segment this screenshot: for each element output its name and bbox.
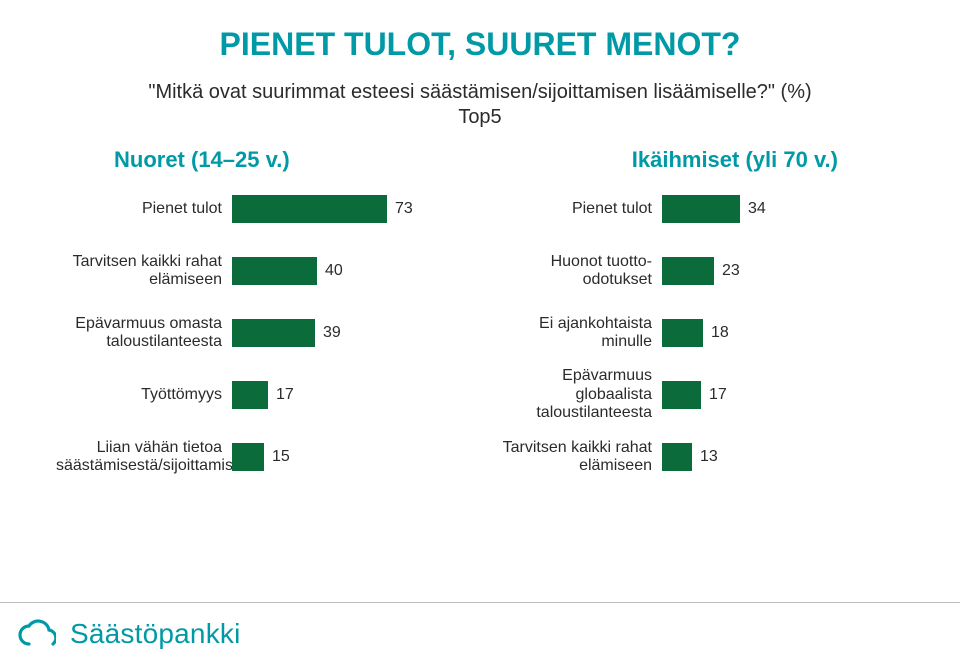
bar-track: 40 (232, 257, 468, 285)
bar-label: Pienet tulot (56, 200, 232, 218)
bar (662, 195, 740, 223)
top5-label: Top5 (56, 106, 904, 129)
bar-label: Huonot tuotto-odotukset (492, 253, 662, 290)
bar-value: 40 (325, 262, 343, 280)
bar (232, 319, 315, 347)
bar (232, 381, 268, 409)
cloud-icon (16, 616, 56, 652)
table-row: Tarvitsen kaikki rahat elämiseen 40 (56, 257, 468, 285)
brand-name: Säästöpankki (70, 618, 241, 650)
bar (662, 319, 703, 347)
bar-label: Epävarmuus omasta taloustilanteesta (56, 315, 232, 352)
bar-track: 17 (662, 381, 904, 409)
bar-value: 13 (700, 448, 718, 466)
bar-track: 17 (232, 381, 468, 409)
bar-value: 34 (748, 200, 766, 218)
bar (662, 443, 692, 471)
table-row: Epävarmuus globaalista taloustilanteesta… (492, 381, 904, 409)
bar-track: 23 (662, 257, 904, 285)
bar-label: Liian vähän tietoa säästämisestä/sijoitt… (56, 439, 232, 476)
bar (662, 257, 714, 285)
table-row: Pienet tulot 73 (56, 195, 468, 223)
bar-track: 73 (232, 195, 468, 223)
table-row: Ei ajankohtaista minulle 18 (492, 319, 904, 347)
footer: Säästöpankki (0, 602, 960, 664)
table-row: Liian vähän tietoa säästämisestä/sijoitt… (56, 443, 468, 471)
bar-track: 13 (662, 443, 904, 471)
chart-left: Pienet tulot 73 Tarvitsen kaikki rahat e… (56, 195, 468, 471)
bar-value: 18 (711, 324, 729, 342)
bar-value: 17 (276, 386, 294, 404)
bar-track: 15 (232, 443, 468, 471)
group-label-elderly: Ikäihmiset (yli 70 v.) (632, 147, 838, 172)
bar-track: 34 (662, 195, 904, 223)
bar-track: 18 (662, 319, 904, 347)
table-row: Epävarmuus omasta taloustilanteesta 39 (56, 319, 468, 347)
subtitle: "Mitkä ovat suurimmat esteesi säästämise… (56, 81, 904, 104)
bar-label: Epävarmuus globaalista taloustilanteesta (492, 367, 662, 422)
bar-value: 17 (709, 386, 727, 404)
table-row: Pienet tulot 34 (492, 195, 904, 223)
bar (662, 381, 701, 409)
bar-label: Työttömyys (56, 386, 232, 404)
group-label-young: Nuoret (14–25 v.) (114, 147, 290, 172)
bar (232, 443, 264, 471)
bar-track: 39 (232, 319, 468, 347)
bar-value: 39 (323, 324, 341, 342)
charts: Pienet tulot 73 Tarvitsen kaikki rahat e… (56, 195, 904, 471)
chart-right: Pienet tulot 34 Huonot tuotto-odotukset … (492, 195, 904, 471)
table-row: Työttömyys 17 (56, 381, 468, 409)
bar-value: 15 (272, 448, 290, 466)
bar-label: Tarvitsen kaikki rahat elämiseen (56, 253, 232, 290)
bar-label: Tarvitsen kaikki rahat elämiseen (492, 439, 662, 476)
table-row: Tarvitsen kaikki rahat elämiseen 13 (492, 443, 904, 471)
bar (232, 257, 317, 285)
page-title: PIENET TULOT, SUURET MENOT? (56, 26, 904, 63)
bar-label: Pienet tulot (492, 200, 662, 218)
bar-value: 23 (722, 262, 740, 280)
group-labels: Nuoret (14–25 v.) Ikäihmiset (yli 70 v.) (56, 147, 904, 173)
slide: PIENET TULOT, SUURET MENOT? "Mitkä ovat … (0, 0, 960, 664)
bar-label: Ei ajankohtaista minulle (492, 315, 662, 352)
table-row: Huonot tuotto-odotukset 23 (492, 257, 904, 285)
bar-value: 73 (395, 200, 413, 218)
bar (232, 195, 387, 223)
